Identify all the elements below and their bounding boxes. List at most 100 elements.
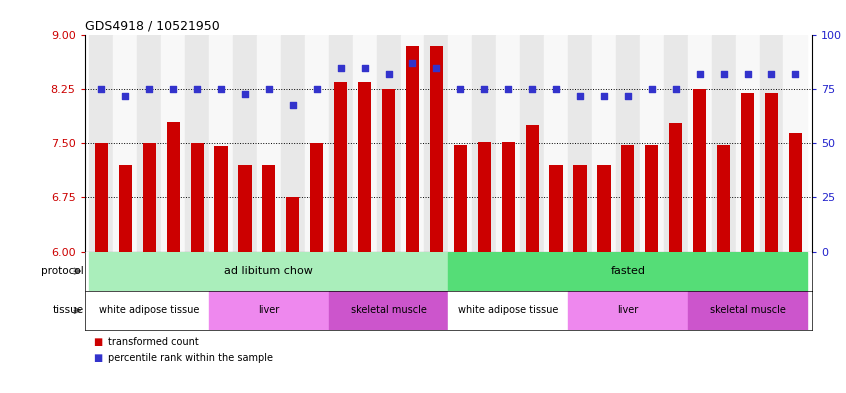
Text: percentile rank within the sample: percentile rank within the sample — [108, 353, 273, 364]
Bar — [717, 145, 730, 393]
Bar — [788, 133, 802, 393]
Bar — [95, 143, 108, 393]
Bar — [329, 35, 353, 252]
Bar — [688, 35, 711, 252]
Bar — [214, 146, 228, 393]
Point — [574, 93, 587, 99]
Bar — [376, 35, 400, 252]
Bar — [544, 35, 568, 252]
Text: ■: ■ — [93, 338, 102, 347]
Point — [310, 86, 323, 92]
Bar — [664, 35, 688, 252]
Bar — [765, 93, 778, 393]
Point — [717, 71, 730, 77]
Text: tissue: tissue — [52, 305, 84, 316]
Point — [502, 86, 515, 92]
Point — [262, 86, 276, 92]
Bar — [550, 165, 563, 393]
Bar — [497, 35, 520, 252]
Bar — [453, 145, 467, 393]
Bar — [592, 35, 616, 252]
Bar — [233, 35, 257, 252]
Point — [693, 71, 706, 77]
Bar — [735, 35, 760, 252]
Bar — [305, 35, 329, 252]
Bar — [400, 35, 425, 252]
Bar — [190, 143, 204, 393]
Bar — [568, 291, 688, 330]
Bar — [209, 35, 233, 252]
Text: skeletal muscle: skeletal muscle — [710, 305, 785, 316]
Text: ■: ■ — [93, 353, 102, 364]
Bar — [90, 291, 209, 330]
Bar — [143, 143, 156, 393]
Bar — [574, 165, 586, 393]
Bar — [353, 35, 376, 252]
Bar — [448, 291, 568, 330]
Text: skeletal muscle: skeletal muscle — [350, 305, 426, 316]
Bar — [118, 165, 132, 393]
Point — [741, 71, 755, 77]
Point — [214, 86, 228, 92]
Bar — [520, 35, 544, 252]
Bar — [281, 35, 305, 252]
Bar — [382, 90, 395, 393]
Point — [190, 86, 204, 92]
Bar — [286, 198, 299, 393]
Text: transformed count: transformed count — [108, 338, 199, 347]
Point — [669, 86, 683, 92]
Bar — [741, 93, 754, 393]
Point — [597, 93, 611, 99]
Bar — [688, 291, 807, 330]
Text: GDS4918 / 10521950: GDS4918 / 10521950 — [85, 20, 219, 33]
Bar — [472, 35, 497, 252]
Bar — [645, 145, 658, 393]
Point — [334, 64, 348, 71]
Bar — [597, 165, 611, 393]
Bar — [90, 35, 113, 252]
Bar — [425, 35, 448, 252]
Bar — [113, 35, 137, 252]
Point — [95, 86, 108, 92]
Bar — [162, 35, 185, 252]
Text: white adipose tissue: white adipose tissue — [458, 305, 558, 316]
Text: white adipose tissue: white adipose tissue — [99, 305, 200, 316]
Bar — [137, 35, 162, 252]
Point — [765, 71, 778, 77]
Bar — [783, 35, 807, 252]
Bar — [239, 165, 251, 393]
Bar — [334, 82, 347, 393]
Bar — [448, 35, 472, 252]
Bar — [669, 123, 683, 393]
Text: liver: liver — [618, 305, 639, 316]
Bar — [621, 145, 634, 393]
Point — [239, 90, 252, 97]
Bar — [525, 125, 539, 393]
Bar — [568, 35, 592, 252]
Point — [382, 71, 395, 77]
Bar — [430, 46, 443, 393]
Bar — [640, 35, 664, 252]
Point — [788, 71, 802, 77]
Bar — [760, 35, 783, 252]
Bar — [310, 143, 323, 393]
Point — [453, 86, 467, 92]
Bar — [711, 35, 735, 252]
Bar — [329, 291, 448, 330]
Point — [645, 86, 658, 92]
Bar — [209, 291, 329, 330]
Point — [286, 101, 299, 108]
Bar — [167, 122, 179, 393]
Text: ad libitum chow: ad libitum chow — [224, 266, 313, 276]
Bar — [257, 35, 281, 252]
Point — [549, 86, 563, 92]
Point — [142, 86, 156, 92]
Bar — [262, 165, 276, 393]
Text: protocol: protocol — [41, 266, 84, 276]
Point — [118, 93, 132, 99]
Text: fasted: fasted — [610, 266, 645, 276]
Bar — [90, 252, 448, 291]
Bar — [616, 35, 640, 252]
Bar — [185, 35, 209, 252]
Bar — [448, 252, 807, 291]
